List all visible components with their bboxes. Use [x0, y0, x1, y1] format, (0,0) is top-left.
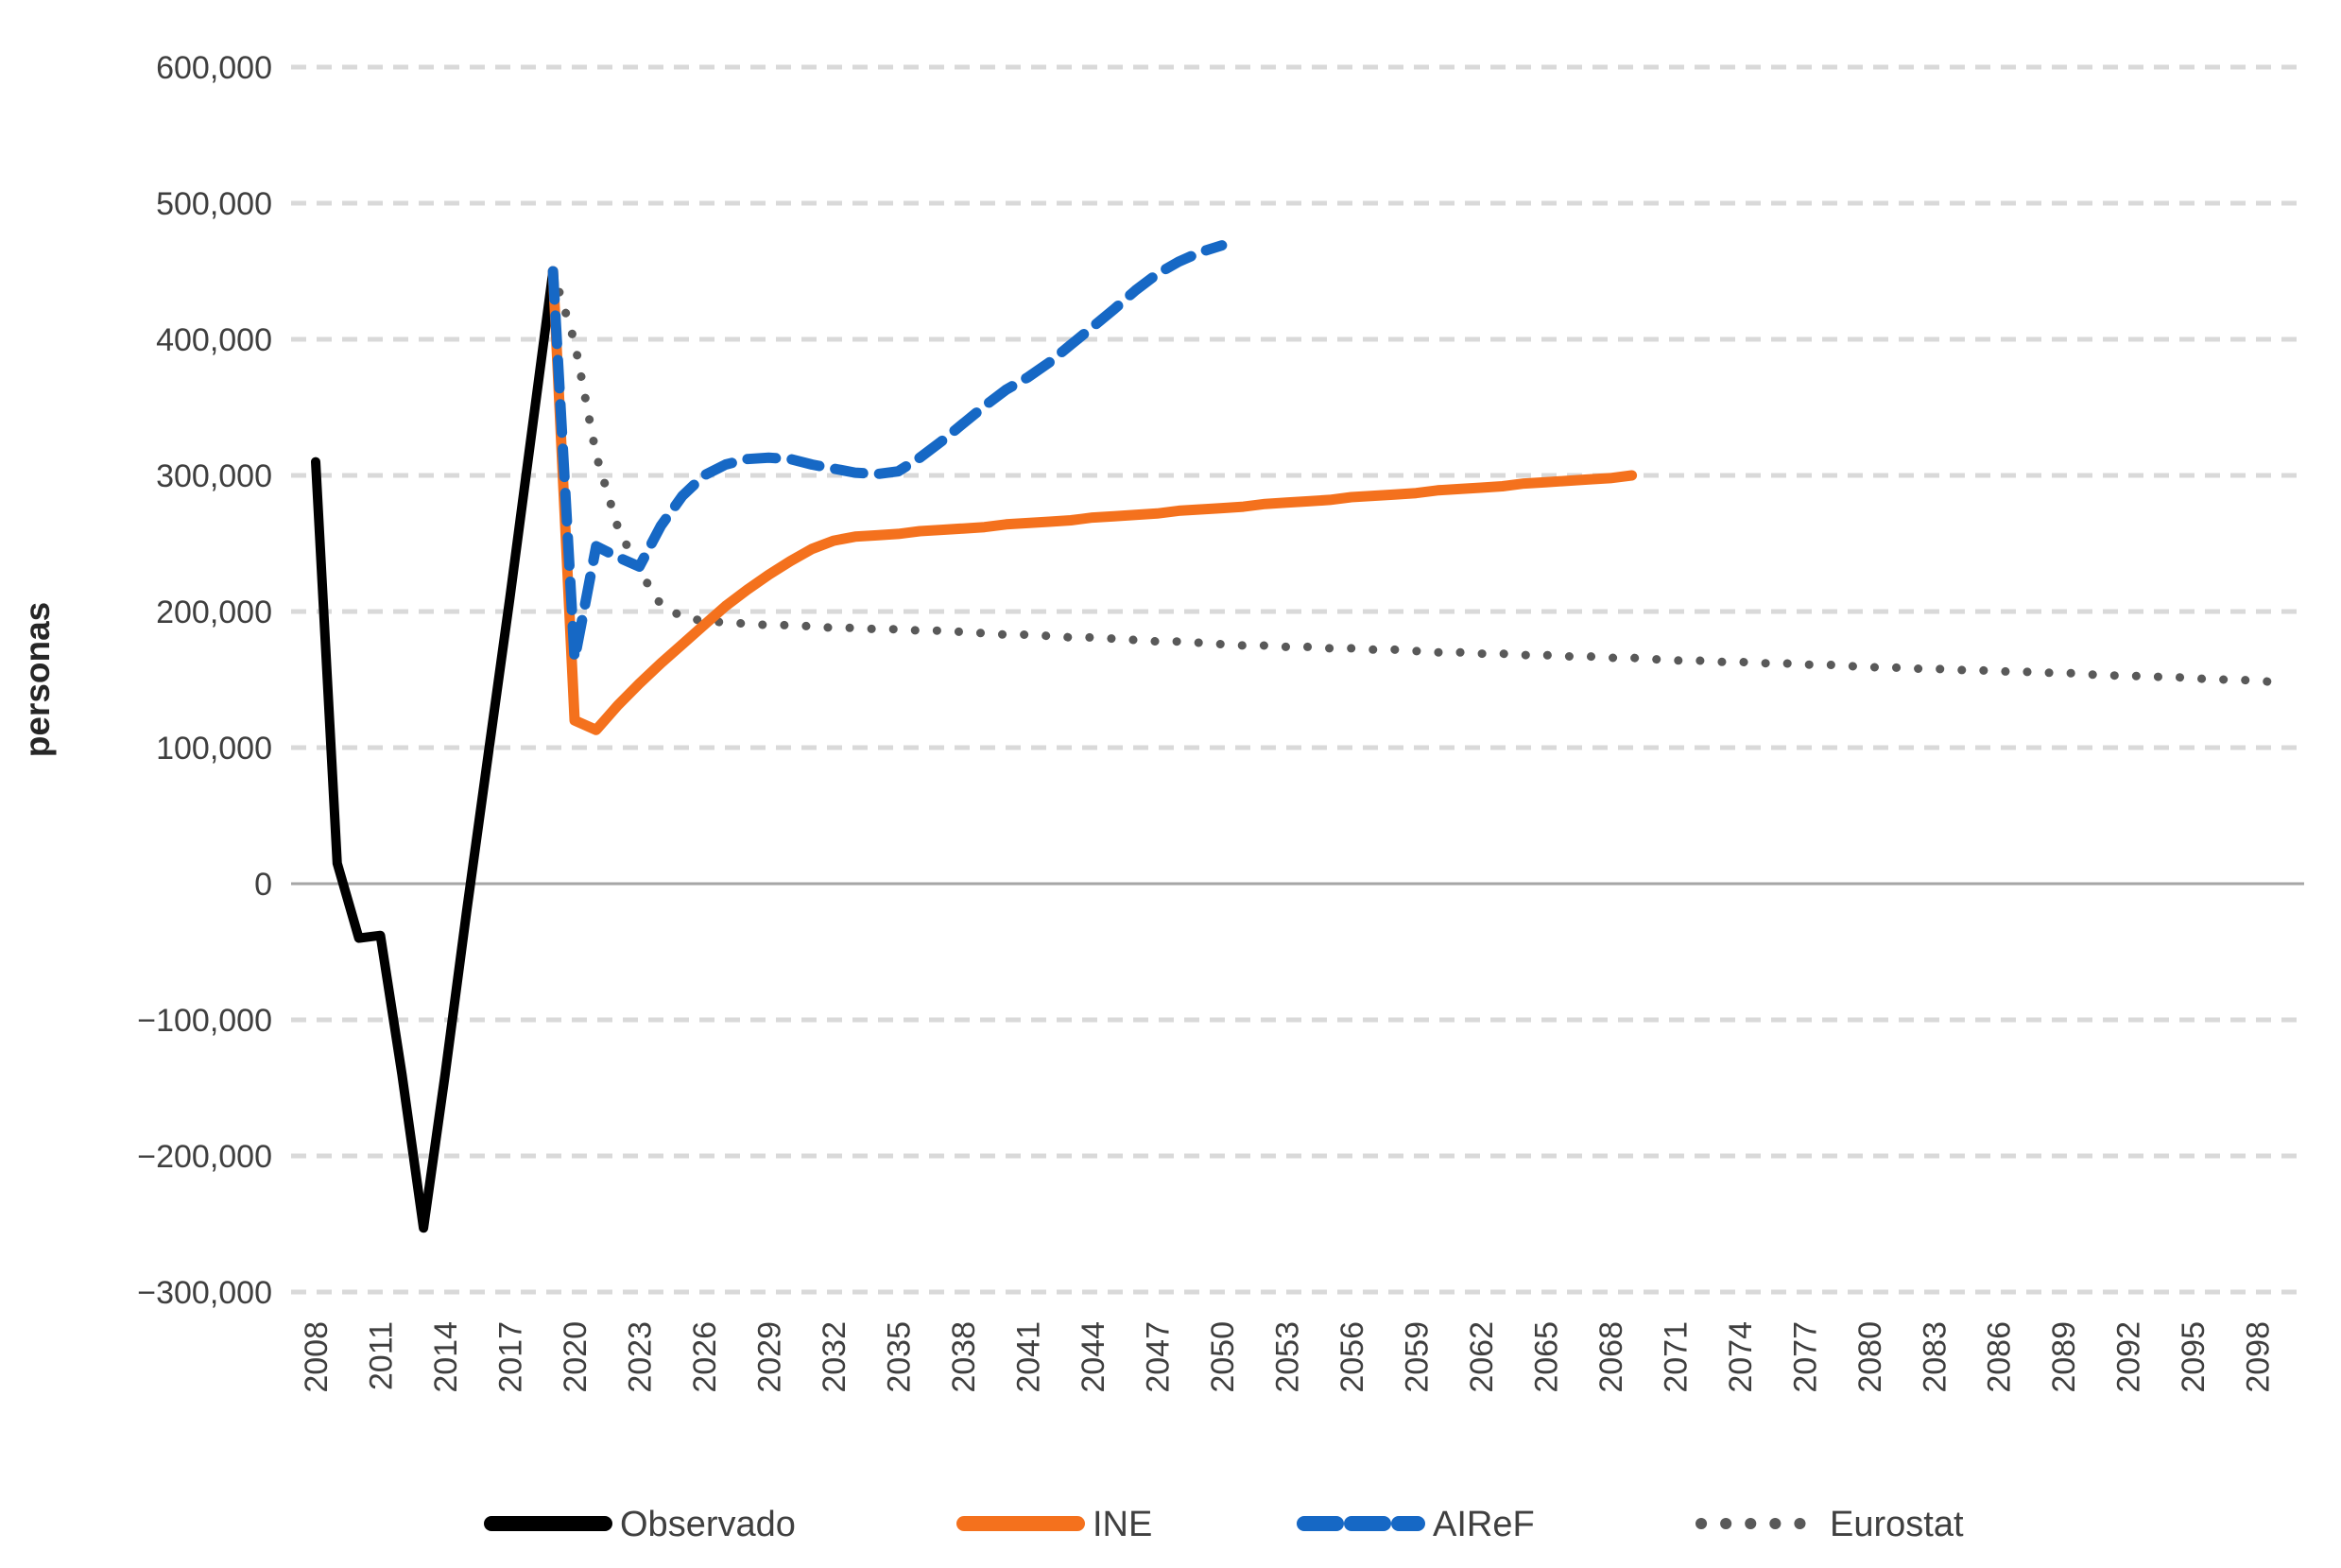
x-axis-tick-label: 2095 [2176, 1321, 2212, 1393]
x-axis-tick-label: 2077 [1787, 1321, 1823, 1393]
legend-label-observado: Observado [620, 1505, 796, 1544]
x-axis-tick-label: 2059 [1399, 1321, 1435, 1393]
series-observado-line [311, 267, 559, 1233]
y-axis-tick-label: 500,000 [156, 186, 272, 222]
y-axis-tick-label: −100,000 [137, 1003, 272, 1039]
series-ine-line [547, 266, 1638, 735]
x-axis-tick-label: 2008 [299, 1321, 335, 1393]
y-axis-tick-label: 200,000 [156, 594, 272, 630]
y-axis-tick-label: 100,000 [156, 731, 272, 767]
x-axis-tick-label: 2086 [1982, 1321, 2018, 1393]
y-axis-title: personas [18, 602, 57, 758]
legend-label-ine: INE [1093, 1505, 1152, 1544]
x-axis-tick-label: 2080 [1852, 1321, 1888, 1393]
x-axis-tick-label: 2089 [2046, 1321, 2082, 1393]
x-axis-tick-label: 2062 [1464, 1321, 1500, 1393]
x-axis-tick-label: 2092 [2111, 1321, 2147, 1393]
x-axis-tick-label: 2083 [1917, 1321, 1953, 1393]
x-axis-tick-label: 2026 [687, 1321, 723, 1393]
x-axis-tick-label: 2017 [492, 1321, 528, 1393]
y-axis-tick-label: 400,000 [156, 322, 272, 358]
y-axis-tick-label: 0 [254, 867, 272, 903]
x-axis-tick-label: 2044 [1076, 1321, 1111, 1393]
x-axis-tick-label: 2035 [881, 1321, 917, 1393]
x-axis-tick-label: 2014 [428, 1321, 464, 1393]
y-axis-tick-label: −300,000 [137, 1275, 272, 1311]
legend-label-eurostat: Eurostat [1830, 1505, 1964, 1544]
x-axis-tick-label: 2041 [1010, 1321, 1046, 1393]
x-axis-tick-label: 2047 [1140, 1321, 1176, 1393]
x-axis-tick-label: 2071 [1658, 1321, 1694, 1393]
x-axis-tick-label: 2053 [1269, 1321, 1305, 1393]
x-axis-tick-label: 2038 [946, 1321, 982, 1393]
y-axis-tick-label: 600,000 [156, 50, 272, 86]
legend-label-airef: AIReF [1433, 1505, 1535, 1544]
x-axis-tick-label: 2098 [2241, 1321, 2277, 1393]
y-axis-tick-label: −200,000 [137, 1139, 272, 1175]
y-axis-tick-label: 300,000 [156, 458, 272, 494]
x-axis-tick-label: 2056 [1334, 1321, 1370, 1393]
x-axis-tick-label: 2068 [1593, 1321, 1629, 1393]
x-axis-tick-label: 2074 [1723, 1321, 1759, 1393]
x-axis-tick-label: 2023 [622, 1321, 658, 1393]
x-axis-tick-label: 2011 [363, 1321, 399, 1390]
series-eurostat-line [548, 267, 2283, 687]
x-axis-tick-label: 2032 [817, 1321, 852, 1393]
series-airef-line [547, 240, 1228, 664]
x-axis-tick-label: 2020 [558, 1321, 594, 1393]
x-axis-tick-label: 2029 [751, 1321, 787, 1393]
x-axis-tick-label: 2050 [1205, 1321, 1241, 1393]
x-axis-tick-label: 2065 [1528, 1321, 1564, 1393]
